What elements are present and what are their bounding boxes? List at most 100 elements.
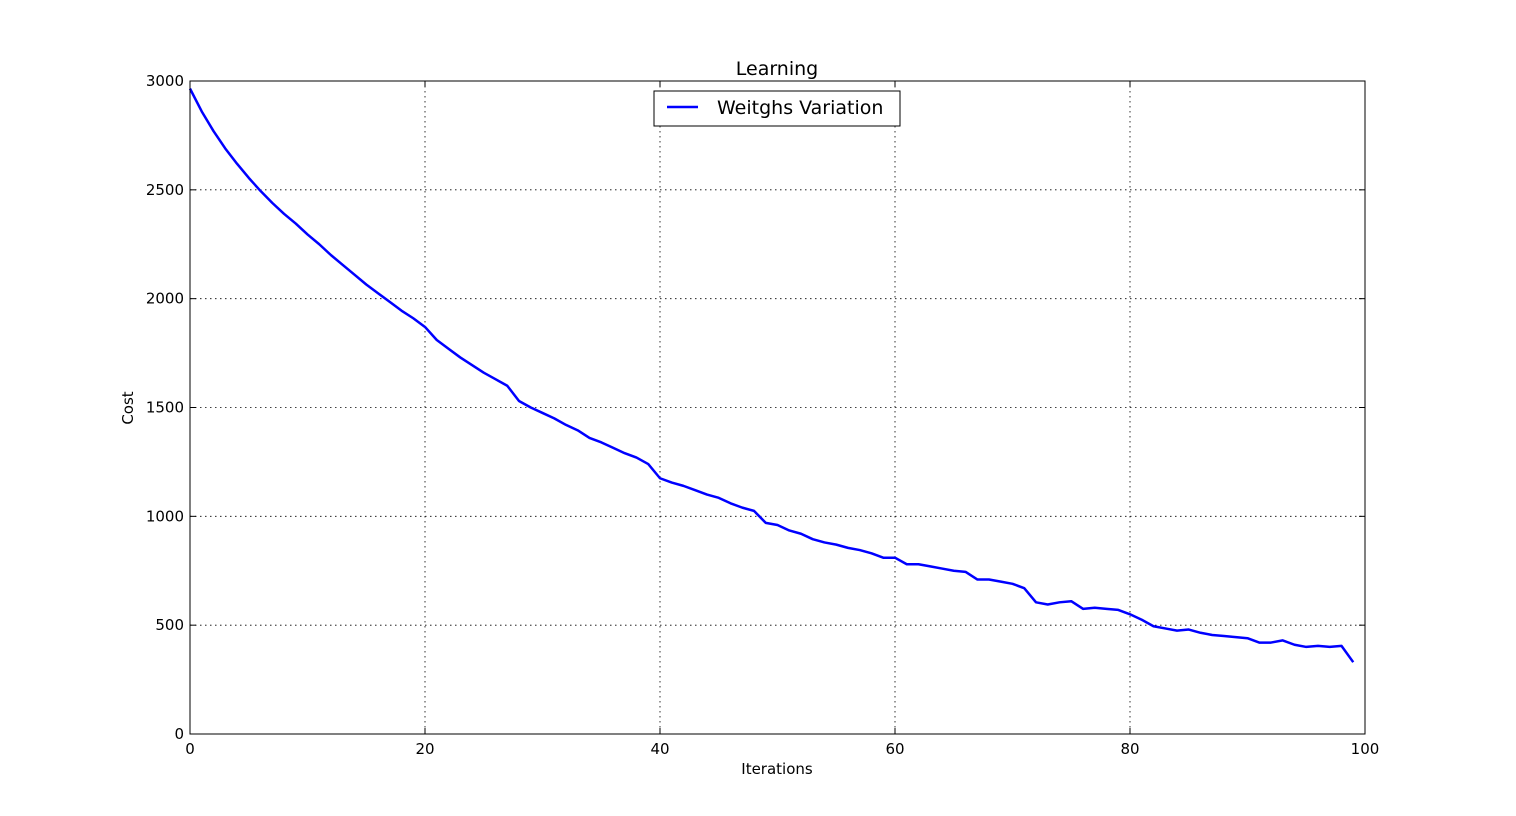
data-point: [330, 254, 332, 256]
data-point: [589, 437, 591, 439]
data-point: [1211, 634, 1213, 636]
chart-title: Learning: [736, 58, 819, 80]
data-point: [1294, 644, 1296, 646]
series-line: [188, 88, 1355, 663]
data-point: [1082, 608, 1084, 610]
legend-label: Weitghs Variation: [717, 97, 883, 119]
data-point: [1247, 637, 1249, 639]
data-point: [765, 522, 767, 524]
x-axis-label: Iterations: [741, 760, 813, 778]
data-point: [1070, 600, 1072, 602]
data-point: [483, 372, 485, 374]
data-point: [1329, 646, 1331, 648]
data-point: [1059, 601, 1061, 603]
y-tick-label: 3000: [146, 72, 184, 90]
data-point: [600, 441, 602, 443]
data-point: [342, 264, 344, 266]
data-point: [671, 482, 673, 484]
data-point: [1106, 608, 1108, 610]
data-point: [1164, 627, 1166, 629]
data-point: [718, 497, 720, 499]
data-point: [624, 452, 626, 454]
y-tick-label: 500: [155, 616, 184, 634]
data-point: [495, 378, 497, 380]
data-point: [283, 213, 285, 215]
data-point: [1282, 639, 1284, 641]
data-point: [1317, 645, 1319, 647]
data-point: [1035, 601, 1037, 603]
data-point: [518, 400, 520, 402]
data-point: [1352, 661, 1354, 663]
data-point: [354, 274, 356, 276]
data-point: [612, 447, 614, 449]
data-point: [847, 547, 849, 549]
data-point: [224, 147, 226, 149]
data-point: [1305, 646, 1307, 648]
data-point: [976, 578, 978, 580]
data-point: [213, 130, 215, 132]
y-tick-label: 2500: [146, 181, 184, 199]
data-point: [906, 563, 908, 565]
data-point: [659, 477, 661, 479]
data-point: [565, 424, 567, 426]
x-tick-label: 0: [185, 740, 195, 758]
data-point: [741, 507, 743, 509]
data-point: [1117, 609, 1119, 611]
data-point: [307, 233, 309, 235]
data-point: [248, 177, 250, 179]
data-point: [882, 557, 884, 559]
data-point: [459, 356, 461, 358]
y-axis-label: Cost: [119, 391, 137, 424]
data-point: [1341, 645, 1343, 647]
data-point: [1200, 632, 1202, 634]
data-point: [871, 552, 873, 554]
data-point: [401, 310, 403, 312]
data-point: [730, 502, 732, 504]
data-point: [788, 529, 790, 531]
y-tick-label: 1000: [146, 507, 184, 525]
x-tick-label: 80: [1120, 740, 1139, 758]
data-point: [965, 571, 967, 573]
x-tick-label: 100: [1351, 740, 1380, 758]
data-point: [1047, 603, 1049, 605]
data-point: [448, 348, 450, 350]
data-point: [1223, 635, 1225, 637]
data-point: [812, 538, 814, 540]
data-point: [542, 412, 544, 414]
data-point: [271, 202, 273, 204]
y-tick-label: 2000: [146, 290, 184, 308]
x-tick-label: 20: [415, 740, 434, 758]
data-point: [929, 565, 931, 567]
x-tick-label: 40: [650, 740, 669, 758]
data-point: [941, 568, 943, 570]
data-point: [424, 326, 426, 328]
data-point: [201, 110, 203, 112]
data-point: [553, 417, 555, 419]
data-point: [824, 541, 826, 543]
data-point: [835, 544, 837, 546]
data-point: [530, 407, 532, 409]
data-point: [1012, 583, 1014, 585]
data-point: [389, 301, 391, 303]
data-point: [1258, 642, 1260, 644]
data-point: [636, 457, 638, 459]
data-point: [1141, 619, 1143, 621]
data-point: [1235, 636, 1237, 638]
data-point: [471, 364, 473, 366]
data-point: [777, 524, 779, 526]
data-point: [988, 578, 990, 580]
data-point: [694, 489, 696, 491]
data-point: [683, 485, 685, 487]
data-point: [859, 549, 861, 551]
data-point: [377, 292, 379, 294]
data-point: [1270, 642, 1272, 644]
y-tick-label: 0: [174, 725, 184, 743]
data-point: [295, 223, 297, 225]
data-point: [918, 563, 920, 565]
data-point: [236, 163, 238, 165]
data-point: [436, 339, 438, 341]
data-point: [577, 429, 579, 431]
data-point: [647, 463, 649, 465]
